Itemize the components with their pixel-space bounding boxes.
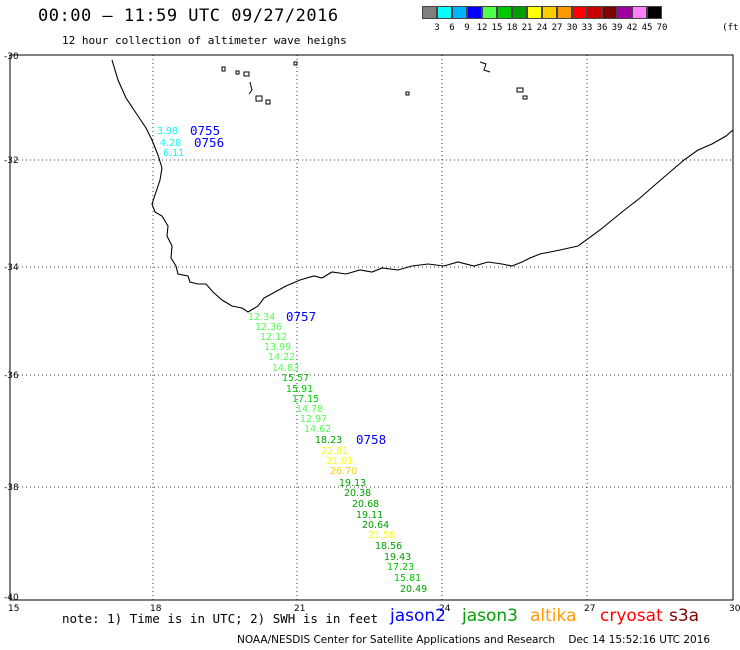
legend-swatch <box>512 6 527 19</box>
legend-swatch <box>527 6 542 19</box>
swh-value: 20.68 <box>352 499 379 510</box>
legend-label: 18 <box>506 23 518 33</box>
latitude-tick-label: -30 <box>4 52 19 62</box>
longitude-tick-label: 18 <box>150 604 162 614</box>
latitude-tick-label: -32 <box>4 156 19 166</box>
legend-swatch <box>437 6 452 19</box>
legend-swatch <box>617 6 632 19</box>
swh-value: 21.01 <box>326 456 353 467</box>
legend-label: 3 <box>434 23 440 33</box>
legend-label: 30 <box>566 23 578 33</box>
legend-label: 42 <box>626 23 638 33</box>
longitude-tick-label: 30 <box>729 604 740 614</box>
legend-swatch <box>587 6 602 19</box>
pass-time: 0757 <box>286 309 316 324</box>
swh-value: 20.49 <box>400 584 427 595</box>
map-frame <box>9 54 734 601</box>
swh-value: 22.81 <box>321 446 348 457</box>
legend-swatch <box>482 6 497 19</box>
latitude-tick-label: -38 <box>4 483 19 493</box>
swh-value: 15.57 <box>282 373 309 384</box>
legend-label: 21 <box>521 23 533 33</box>
swh-value: 20.64 <box>362 520 389 531</box>
credit-line: NOAA/NESDIS Center for Satellite Applica… <box>237 634 711 646</box>
longitude-tick-label: 15 <box>8 604 19 614</box>
legend-label: (ft) <box>722 23 740 33</box>
satellite-s3a: s3a <box>669 606 700 626</box>
swh-value: 12.36 <box>255 322 282 333</box>
legend-label: 24 <box>536 23 548 33</box>
legend-label: 39 <box>611 23 623 33</box>
legend-label: 15 <box>491 23 503 33</box>
chart-title: 00:00 – 11:59 UTC 09/27/2016 <box>38 6 339 26</box>
satellite-jason2: jason2 <box>390 606 446 626</box>
swh-value: 6.11 <box>163 148 184 159</box>
legend-swatch <box>572 6 587 19</box>
legend-swatch <box>467 6 482 19</box>
islands <box>221 61 528 105</box>
legend-swatch <box>632 6 647 19</box>
swh-value: 12.34 <box>248 312 275 323</box>
latitude-tick-labels: -30 -32 -34 -36 -38 -40 <box>4 52 19 603</box>
color-legend <box>422 6 662 19</box>
swh-value: 20.38 <box>344 488 371 499</box>
longitude-tick-label: 21 <box>294 604 305 614</box>
swh-value: 21.58 <box>368 530 395 541</box>
swh-value: 15.81 <box>394 573 421 584</box>
swh-value: 14.62 <box>304 424 331 435</box>
satellite-altika: altika <box>530 606 577 626</box>
swh-value: 19.43 <box>384 552 411 563</box>
longitude-tick-labels: 15 18 21 24 27 30 <box>8 604 740 614</box>
legend-swatch <box>497 6 512 19</box>
swh-value: 14.22 <box>268 352 295 363</box>
swh-value: 17.23 <box>387 562 414 573</box>
swh-value: 15.91 <box>286 384 313 395</box>
units-note: note: 1) Time is in UTC; 2) SWH is in fe… <box>62 611 379 626</box>
legend-swatch <box>422 6 437 19</box>
swh-value: 4.28 <box>160 138 181 149</box>
legend-swatch <box>557 6 572 19</box>
swh-value: 17.15 <box>292 394 319 405</box>
swh-value: 18.56 <box>375 541 402 552</box>
chart-subtitle: 12 hour collection of altimeter wave hei… <box>62 34 347 47</box>
swh-value: 19.13 <box>339 478 366 489</box>
legend-swatch <box>602 6 617 19</box>
satellite-jason3: jason3 <box>462 606 518 626</box>
legend-label: 9 <box>464 23 470 33</box>
swh-value: 12.12 <box>260 332 287 343</box>
pass-time: 0758 <box>356 432 386 447</box>
swh-value: 12.97 <box>300 414 327 425</box>
legend-label: 36 <box>596 23 608 33</box>
swh-value: 13.99 <box>264 342 291 353</box>
legend-label: 70 <box>656 23 668 33</box>
legend-swatch <box>647 6 662 19</box>
longitude-tick-label: 24 <box>439 604 451 614</box>
latitude-tick-label: -40 <box>4 593 19 603</box>
swh-value: 14.78 <box>296 404 323 415</box>
legend-label: 12 <box>476 23 488 33</box>
legend-label: 45 <box>641 23 653 33</box>
pass-time: 0756 <box>194 135 224 150</box>
swh-value: 3.98 <box>157 126 178 137</box>
swh-value: 19.11 <box>356 510 383 521</box>
coastline <box>111 59 734 313</box>
latitude-tick-label: -36 <box>4 371 19 381</box>
satellite-cryosat: cryosat <box>600 606 663 626</box>
swh-value: 26.70 <box>330 466 357 477</box>
swh-value: 14.83 <box>272 363 299 374</box>
lat-lon-grid <box>10 55 733 600</box>
pass-time: 0755 <box>190 123 220 138</box>
swh-value: 18.23 <box>315 435 342 446</box>
longitude-tick-label: 27 <box>584 604 595 614</box>
latitude-tick-label: -34 <box>4 263 19 273</box>
legend-swatch <box>452 6 467 19</box>
swh-measurements: 3.984.286.1112.3412.3612.1213.9914.2214.… <box>157 126 427 595</box>
legend-label: 6 <box>449 23 455 33</box>
legend-label: 33 <box>581 23 593 33</box>
legend-label: 27 <box>551 23 563 33</box>
legend-swatch <box>542 6 557 19</box>
